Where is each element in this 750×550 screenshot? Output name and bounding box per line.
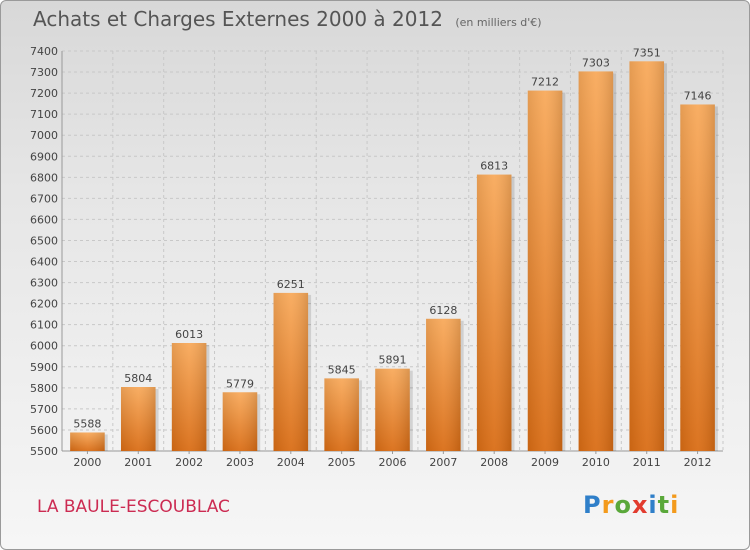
labels-layer: 5500 5600 5700 5800 5900 6000 6100 6200 6300 6400… — [30, 45, 712, 469]
data-label: 6251 — [277, 278, 305, 291]
bar-shade — [222, 392, 258, 451]
y-tick-label: 6400 — [30, 256, 58, 269]
bar-shade — [476, 174, 512, 451]
chart-title-text: Achats et Charges Externes 2000 à 2012 — [33, 7, 443, 31]
bar-shade — [629, 61, 665, 451]
logo-letter: o — [614, 491, 632, 519]
y-tick-label: 7000 — [30, 129, 58, 142]
y-tick-label: 7400 — [30, 45, 58, 58]
data-label: 5804 — [124, 372, 152, 385]
chart-subtitle: (en milliers d'€) — [455, 16, 542, 29]
y-tick-label: 6500 — [30, 234, 58, 247]
logo-letter: r — [601, 491, 615, 519]
data-label: 5891 — [379, 354, 407, 367]
x-tick-label: 2001 — [124, 456, 152, 469]
x-tick-label: 2008 — [480, 456, 508, 469]
x-tick-label: 2000 — [73, 456, 101, 469]
y-tick-label: 5800 — [30, 382, 58, 395]
proxiti-logo: Proxiti — [583, 491, 679, 519]
bar-shade — [70, 432, 105, 451]
x-tick-label: 2012 — [684, 456, 712, 469]
x-tick-label: 2003 — [226, 456, 254, 469]
y-tick-label: 6800 — [30, 171, 58, 184]
x-tick-label: 2002 — [175, 456, 203, 469]
y-tick-label: 5500 — [30, 445, 58, 458]
commune-name: LA BAULE-ESCOUBLAC — [37, 497, 230, 517]
y-tick-label: 7300 — [30, 66, 58, 79]
bar-shade — [375, 368, 410, 451]
chart-title: Achats et Charges Externes 2000 à 2012 (… — [33, 7, 542, 31]
x-tick-label: 2009 — [531, 456, 559, 469]
x-tick-label: 2004 — [277, 456, 305, 469]
data-label: 6013 — [175, 328, 203, 341]
bar-shade — [324, 378, 359, 451]
data-label: 7146 — [684, 89, 712, 102]
data-label: 7212 — [531, 76, 559, 89]
bar-shade — [680, 104, 715, 451]
logo-letter: i — [648, 491, 658, 519]
bar-shade — [527, 90, 563, 451]
data-label: 5779 — [226, 377, 254, 390]
y-tick-label: 6700 — [30, 192, 58, 205]
x-tick-label: 2005 — [328, 456, 356, 469]
y-tick-label: 7200 — [30, 87, 58, 100]
y-tick-label: 7100 — [30, 108, 58, 121]
bar-shade — [273, 292, 309, 451]
data-label: 5845 — [328, 363, 356, 376]
bar-shade — [578, 71, 614, 451]
y-tick-label: 6000 — [30, 340, 58, 353]
data-label: 6813 — [480, 160, 508, 173]
y-tick-label: 6600 — [30, 213, 58, 226]
bar-shade — [171, 343, 207, 451]
y-tick-label: 6200 — [30, 298, 58, 311]
data-label: 6128 — [429, 304, 457, 317]
y-tick-label: 6300 — [30, 277, 58, 290]
x-tick-label: 2007 — [429, 456, 457, 469]
bars-layer — [70, 61, 718, 451]
x-tick-label: 2010 — [582, 456, 610, 469]
data-label: 7303 — [582, 56, 610, 69]
logo-letter: x — [631, 491, 649, 519]
y-tick-label: 5900 — [30, 361, 58, 374]
data-label: 7351 — [633, 46, 661, 59]
logo-letter: P — [583, 491, 602, 519]
bar-shade — [120, 387, 156, 451]
logo-letter: t — [657, 491, 671, 519]
y-tick-label: 5600 — [30, 424, 58, 437]
y-tick-label: 6900 — [30, 150, 58, 163]
y-tick-label: 6100 — [30, 319, 58, 332]
y-tick-label: 5700 — [30, 403, 58, 416]
x-tick-label: 2006 — [379, 456, 407, 469]
bar-shade — [426, 318, 461, 451]
data-label: 5588 — [73, 417, 101, 430]
logo-letter: i — [670, 491, 680, 519]
x-tick-label: 2011 — [633, 456, 661, 469]
